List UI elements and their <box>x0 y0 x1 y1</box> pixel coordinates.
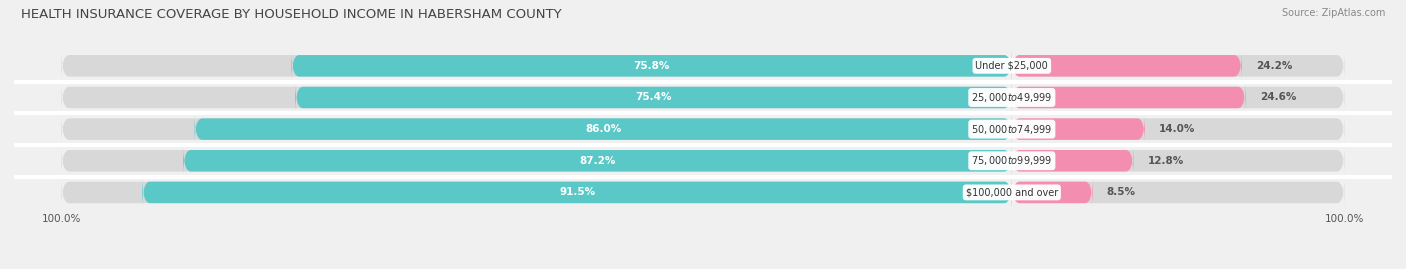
FancyBboxPatch shape <box>62 83 1012 112</box>
Text: 91.5%: 91.5% <box>560 187 595 197</box>
Text: 24.2%: 24.2% <box>1256 61 1292 71</box>
FancyBboxPatch shape <box>62 178 1012 207</box>
FancyBboxPatch shape <box>1012 178 1092 207</box>
Text: $50,000 to $74,999: $50,000 to $74,999 <box>972 123 1053 136</box>
Text: 75.8%: 75.8% <box>634 61 669 71</box>
FancyBboxPatch shape <box>62 51 1012 80</box>
Text: $75,000 to $99,999: $75,000 to $99,999 <box>972 154 1053 167</box>
Text: 14.0%: 14.0% <box>1159 124 1195 134</box>
Text: Source: ZipAtlas.com: Source: ZipAtlas.com <box>1281 8 1385 18</box>
FancyBboxPatch shape <box>1012 146 1344 175</box>
Text: 24.6%: 24.6% <box>1260 93 1296 102</box>
FancyBboxPatch shape <box>1012 83 1246 112</box>
FancyBboxPatch shape <box>1012 115 1144 144</box>
FancyBboxPatch shape <box>295 83 1012 112</box>
FancyBboxPatch shape <box>142 178 1012 207</box>
Text: Under $25,000: Under $25,000 <box>976 61 1049 71</box>
FancyBboxPatch shape <box>62 146 1012 175</box>
FancyBboxPatch shape <box>1012 115 1344 144</box>
FancyBboxPatch shape <box>194 115 1012 144</box>
FancyBboxPatch shape <box>1012 51 1344 80</box>
Text: 8.5%: 8.5% <box>1107 187 1136 197</box>
FancyBboxPatch shape <box>1012 178 1344 207</box>
Text: 75.4%: 75.4% <box>636 93 672 102</box>
Text: $25,000 to $49,999: $25,000 to $49,999 <box>972 91 1053 104</box>
FancyBboxPatch shape <box>1012 146 1133 175</box>
Text: 12.8%: 12.8% <box>1147 156 1184 166</box>
FancyBboxPatch shape <box>62 115 1012 144</box>
Text: 87.2%: 87.2% <box>579 156 616 166</box>
FancyBboxPatch shape <box>1012 51 1241 80</box>
Text: $100,000 and over: $100,000 and over <box>966 187 1057 197</box>
FancyBboxPatch shape <box>183 146 1012 175</box>
Text: 86.0%: 86.0% <box>585 124 621 134</box>
FancyBboxPatch shape <box>291 51 1012 80</box>
Text: HEALTH INSURANCE COVERAGE BY HOUSEHOLD INCOME IN HABERSHAM COUNTY: HEALTH INSURANCE COVERAGE BY HOUSEHOLD I… <box>21 8 562 21</box>
FancyBboxPatch shape <box>1012 83 1344 112</box>
